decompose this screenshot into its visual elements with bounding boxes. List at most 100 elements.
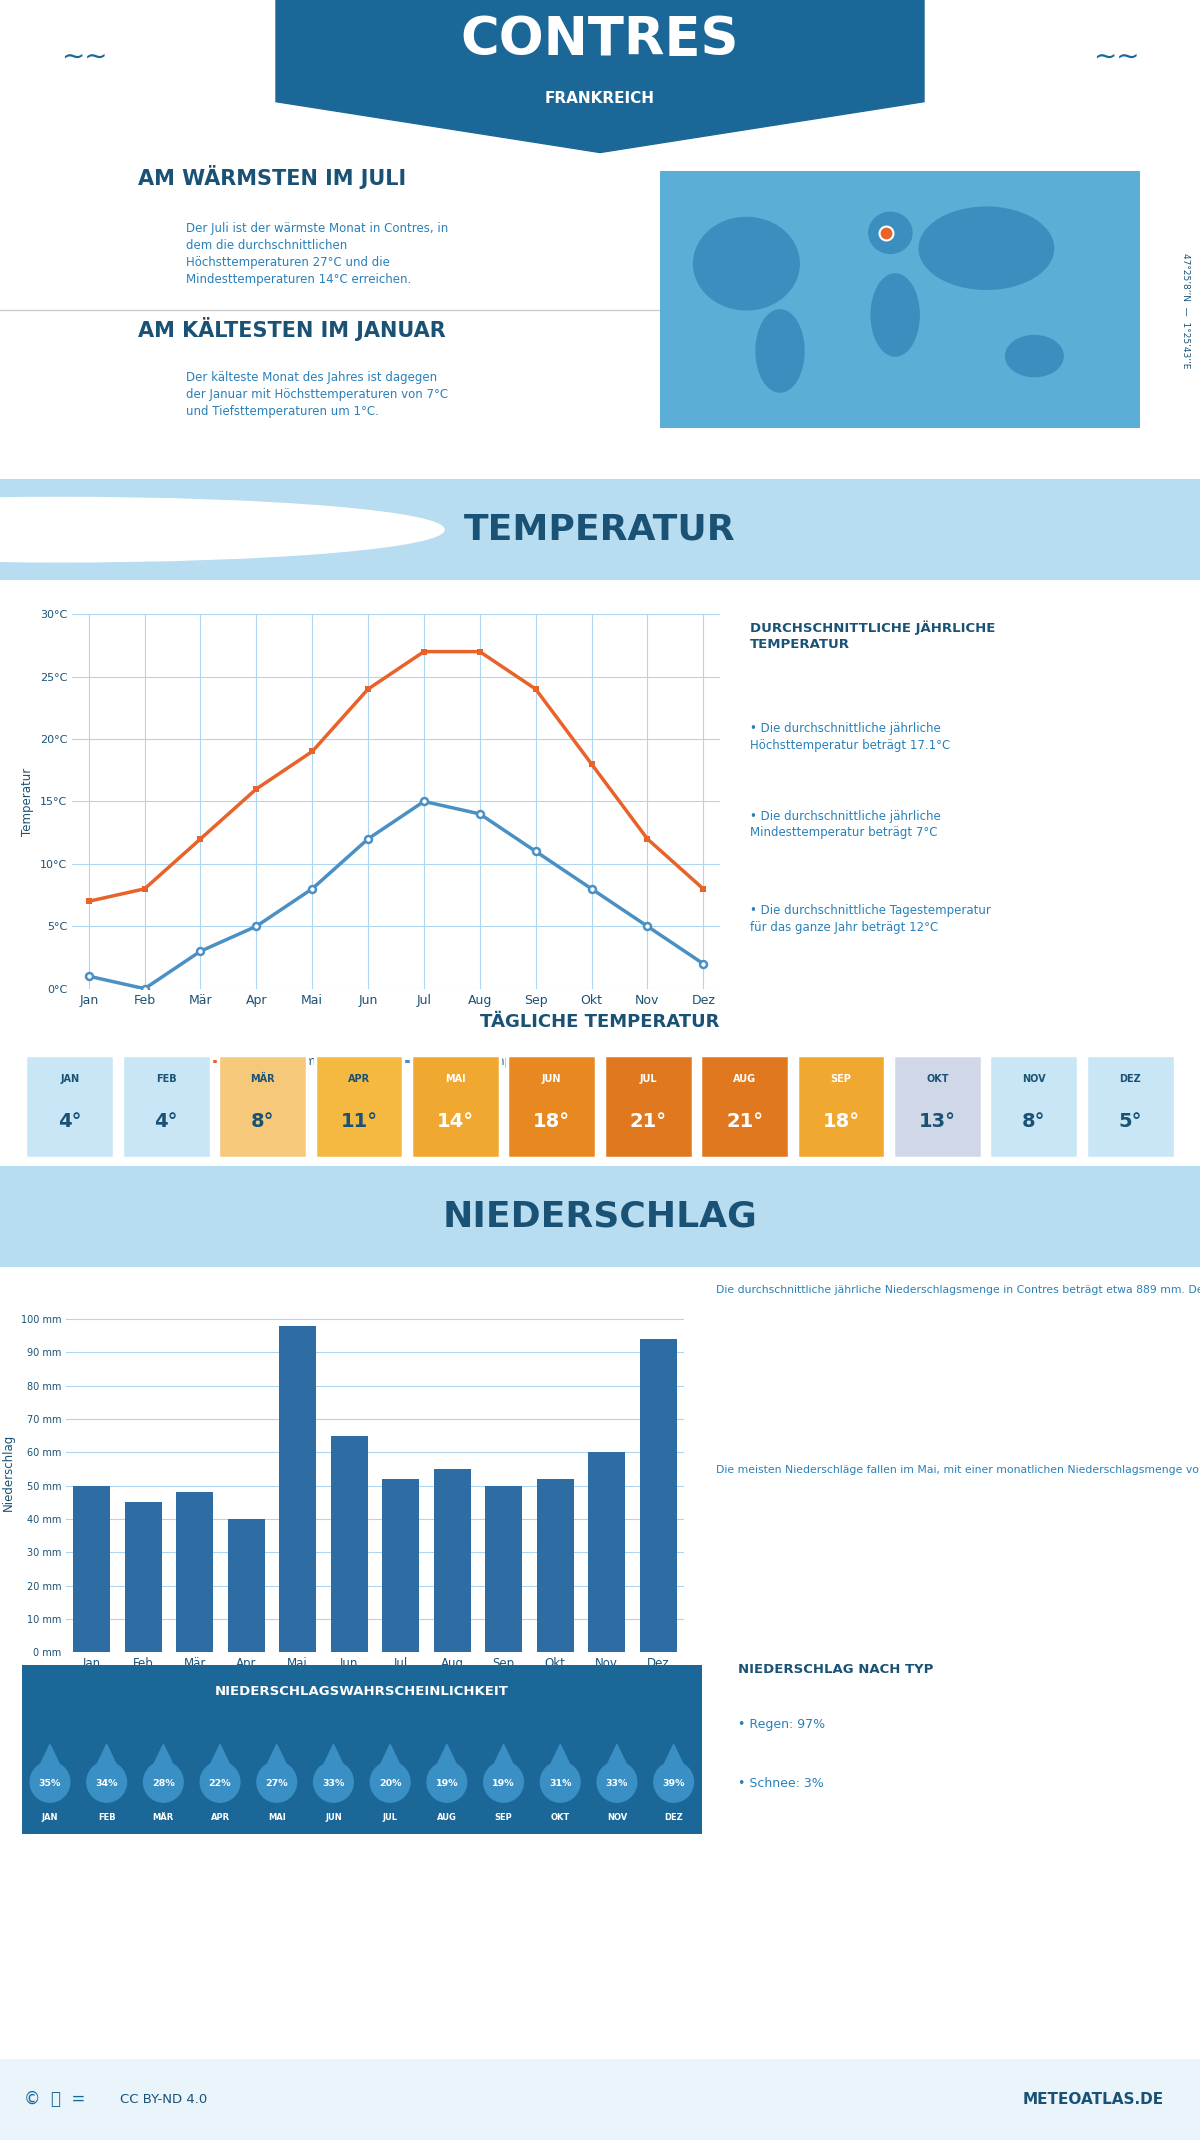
Circle shape — [200, 1761, 240, 1802]
Text: CONTRES: CONTRES — [461, 13, 739, 66]
Text: 34%: 34% — [96, 1778, 118, 1787]
Text: 5°: 5° — [1118, 1113, 1142, 1130]
Text: 11°: 11° — [341, 1113, 378, 1130]
Bar — [701, 1055, 788, 1158]
Text: 19%: 19% — [492, 1778, 515, 1787]
Text: DEZ: DEZ — [665, 1813, 683, 1823]
Text: MÄR: MÄR — [251, 1074, 275, 1083]
Text: 21°: 21° — [630, 1113, 667, 1130]
Ellipse shape — [919, 208, 1054, 289]
Text: TÄGLICHE TEMPERATUR: TÄGLICHE TEMPERATUR — [480, 1012, 720, 1031]
Text: 18°: 18° — [822, 1113, 859, 1130]
Bar — [797, 1055, 886, 1158]
Circle shape — [598, 1761, 637, 1802]
Text: MÄR: MÄR — [152, 1813, 174, 1823]
Polygon shape — [266, 1744, 287, 1766]
Bar — [536, 1479, 574, 1652]
Text: Die durchschnittliche jährliche Niederschlagsmenge in Contres beträgt etwa 889 m: Die durchschnittliche jährliche Niedersc… — [716, 1286, 1200, 1295]
Text: AM WÄRMSTEN IM JULI: AM WÄRMSTEN IM JULI — [138, 165, 406, 188]
Bar — [122, 1055, 210, 1158]
Text: ∼∼: ∼∼ — [61, 43, 107, 71]
Text: 27%: 27% — [265, 1778, 288, 1787]
Text: 35%: 35% — [38, 1778, 61, 1787]
Circle shape — [30, 1761, 70, 1802]
Circle shape — [371, 1761, 410, 1802]
Bar — [604, 1055, 692, 1158]
Circle shape — [484, 1761, 523, 1802]
Text: 31%: 31% — [550, 1778, 571, 1787]
Ellipse shape — [869, 212, 912, 253]
Polygon shape — [550, 1744, 570, 1766]
Text: JAN: JAN — [60, 1074, 79, 1083]
Text: 14°: 14° — [437, 1113, 474, 1130]
Text: 33%: 33% — [323, 1778, 344, 1787]
Polygon shape — [607, 1744, 628, 1766]
Bar — [412, 1055, 499, 1158]
Text: • Regen: 97%: • Regen: 97% — [738, 1718, 826, 1731]
Text: TEMPERATUR: TEMPERATUR — [464, 514, 736, 546]
Text: Die meisten Niederschläge fallen im Mai, mit einer monatlichen Niederschlagsmeng: Die meisten Niederschläge fallen im Mai,… — [716, 1466, 1200, 1474]
Polygon shape — [96, 1744, 116, 1766]
Text: 33%: 33% — [606, 1778, 628, 1787]
Text: JUL: JUL — [383, 1813, 397, 1823]
Bar — [25, 1055, 114, 1158]
Text: 4°: 4° — [155, 1113, 178, 1130]
Text: JUN: JUN — [542, 1074, 562, 1083]
Text: 21°: 21° — [726, 1113, 763, 1130]
Legend: Niederschlagssumme: Niederschlagssumme — [265, 1695, 436, 1718]
Text: AUG: AUG — [437, 1813, 457, 1823]
Ellipse shape — [871, 274, 919, 355]
Text: ∼∼: ∼∼ — [1093, 43, 1139, 71]
FancyBboxPatch shape — [660, 171, 1140, 428]
Text: NOV: NOV — [607, 1813, 628, 1823]
Text: 28%: 28% — [152, 1778, 175, 1787]
Text: FEB: FEB — [156, 1074, 176, 1083]
Text: Der kälteste Monat des Jahres ist dagegen
der Januar mit Höchsttemperaturen von : Der kälteste Monat des Jahres ist dagege… — [186, 370, 448, 417]
Ellipse shape — [694, 218, 799, 310]
Text: NIEDERSCHLAG: NIEDERSCHLAG — [443, 1201, 757, 1233]
Text: AUG: AUG — [733, 1074, 756, 1083]
Ellipse shape — [756, 310, 804, 392]
Circle shape — [313, 1761, 353, 1802]
Polygon shape — [664, 1744, 684, 1766]
Text: CC BY-ND 4.0: CC BY-ND 4.0 — [120, 2093, 208, 2106]
Bar — [640, 1340, 677, 1652]
Text: SEP: SEP — [494, 1813, 512, 1823]
Bar — [508, 1055, 596, 1158]
Polygon shape — [276, 0, 924, 152]
Text: OKT: OKT — [551, 1813, 570, 1823]
Circle shape — [257, 1761, 296, 1802]
Bar — [73, 1485, 110, 1652]
Circle shape — [540, 1761, 580, 1802]
Text: • Die durchschnittliche jährliche
Höchsttemperatur beträgt 17.1°C: • Die durchschnittliche jährliche Höchst… — [750, 723, 950, 751]
Text: DURCHSCHNITTLICHE JÄHRLICHE
TEMPERATUR: DURCHSCHNITTLICHE JÄHRLICHE TEMPERATUR — [750, 621, 995, 651]
Circle shape — [654, 1761, 694, 1802]
Y-axis label: Niederschlag: Niederschlag — [2, 1434, 16, 1511]
Text: 13°: 13° — [919, 1113, 956, 1130]
Text: 47°25’8’’N  —  1°25’43’’E: 47°25’8’’N — 1°25’43’’E — [1181, 253, 1190, 368]
Circle shape — [86, 1761, 126, 1802]
Text: FRANKREICH: FRANKREICH — [545, 92, 655, 107]
Text: 8°: 8° — [251, 1113, 275, 1130]
Bar — [1086, 1055, 1175, 1158]
Text: 39%: 39% — [662, 1778, 685, 1787]
Text: NIEDERSCHLAG NACH TYP: NIEDERSCHLAG NACH TYP — [738, 1663, 934, 1676]
Text: Der Juli ist der wärmste Monat in Contres, in
dem die durchschnittlichen
Höchstt: Der Juli ist der wärmste Monat in Contre… — [186, 223, 449, 287]
Circle shape — [144, 1761, 184, 1802]
Polygon shape — [437, 1744, 457, 1766]
Text: 8°: 8° — [1022, 1113, 1045, 1130]
Bar — [125, 1502, 162, 1652]
Y-axis label: Temperatur: Temperatur — [22, 768, 35, 835]
Text: 22%: 22% — [209, 1778, 232, 1787]
Text: JAN: JAN — [42, 1813, 58, 1823]
Text: APR: APR — [348, 1074, 370, 1083]
Text: 4°: 4° — [58, 1113, 82, 1130]
Polygon shape — [380, 1744, 401, 1766]
Text: MAI: MAI — [445, 1074, 466, 1083]
Text: ©  ⓘ  =: © ⓘ = — [24, 2091, 85, 2108]
Text: APR: APR — [210, 1813, 229, 1823]
Bar — [485, 1485, 522, 1652]
Bar — [893, 1055, 982, 1158]
Polygon shape — [210, 1744, 230, 1766]
Text: • Schnee: 3%: • Schnee: 3% — [738, 1778, 823, 1791]
